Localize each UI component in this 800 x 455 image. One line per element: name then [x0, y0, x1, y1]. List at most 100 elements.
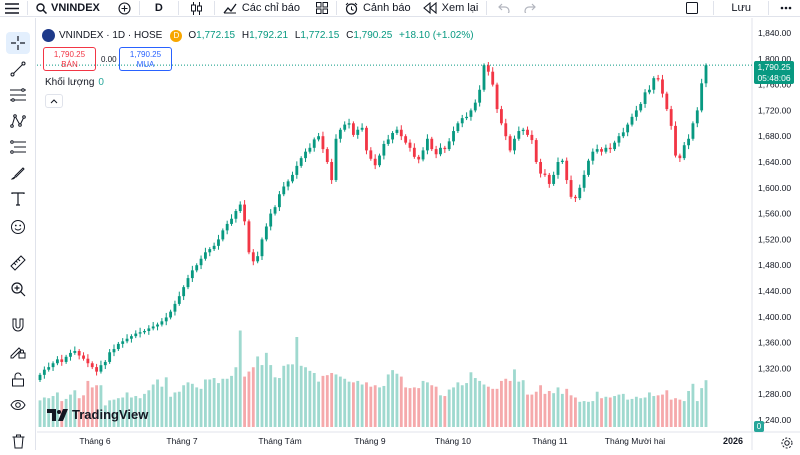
pattern-icon [10, 114, 26, 128]
fib-tool[interactable] [6, 136, 30, 158]
volume-bar [417, 388, 421, 427]
candle-body [613, 142, 617, 150]
volume-bar [521, 380, 525, 427]
chart-legend: VNINDEX · 1D · HOSE D O1,772.15 H1,792.2… [42, 29, 474, 42]
volume-bar [408, 388, 412, 427]
price-chart[interactable]: 1,840.00 1,800.00 1,760.00 1,720.00 1,680.00… [37, 18, 800, 450]
candle-body [617, 136, 621, 143]
lock-drawings-tool[interactable] [6, 340, 30, 362]
candle-body [369, 150, 373, 159]
candle-body [338, 129, 342, 139]
candle-body [404, 136, 408, 143]
candle-body [269, 213, 273, 227]
zoom-tool[interactable] [6, 278, 30, 300]
candle-body [230, 218, 233, 224]
text-tool[interactable] [6, 188, 30, 210]
more-button[interactable] [772, 0, 800, 17]
candle-body [547, 174, 551, 184]
candle-body [499, 109, 503, 124]
time-tick-label: Tháng Mười hai [605, 436, 666, 446]
pattern-tool[interactable] [6, 110, 30, 132]
volume-bar [678, 399, 682, 427]
volume-bar [42, 397, 46, 427]
buy-button[interactable]: 1,790.25 MUA [119, 47, 172, 71]
volume-bar [182, 385, 186, 427]
layout-select-button[interactable] [674, 0, 710, 17]
volume-bar [260, 365, 264, 427]
magnet-tool[interactable] [6, 314, 30, 336]
indicators-label: Các chỉ báo [241, 2, 300, 14]
ruler-icon [10, 255, 26, 271]
brush-tool[interactable] [6, 162, 30, 184]
volume-bar [325, 375, 329, 427]
tradingview-logo[interactable]: TradingView [47, 407, 148, 422]
candle-body [378, 155, 381, 166]
volume-bar [430, 385, 434, 427]
volume-bar [286, 364, 290, 427]
volume-bar [513, 369, 516, 427]
trend-line-tool[interactable] [6, 58, 30, 80]
volume-legend[interactable]: Khối lượng 0 [45, 77, 104, 88]
lock-tool[interactable] [6, 368, 30, 390]
remove-tool[interactable] [6, 430, 30, 452]
candle-body [508, 136, 512, 151]
symbol-description[interactable]: VNINDEX · 1D · HOSE [59, 30, 163, 41]
menu-button[interactable] [0, 0, 24, 17]
chart-settings-button[interactable] [780, 436, 794, 450]
last-price-tag: 1,790.25 05:48:06 [754, 61, 794, 84]
replay-button[interactable]: Xem lại [418, 0, 484, 17]
volume-bar [386, 374, 390, 427]
candle-body [386, 139, 390, 144]
candle-body [177, 296, 181, 304]
candle-body [704, 65, 708, 84]
zoom-in-icon [10, 281, 25, 296]
redo-button[interactable] [518, 0, 542, 17]
candle-body [42, 369, 46, 375]
candle-body [356, 129, 360, 135]
candle-body [543, 173, 547, 175]
compare-symbol-button[interactable] [113, 0, 136, 17]
interval-button[interactable]: D [154, 2, 163, 14]
price-tick-label: 1,560.00 [758, 209, 791, 219]
collapse-legend-button[interactable] [45, 94, 63, 108]
volume-bar [116, 398, 120, 427]
emoji-tool[interactable] [6, 216, 30, 238]
candle-body [513, 138, 516, 151]
symbol-search-button[interactable]: VNINDEX [31, 0, 105, 17]
candle-body [195, 265, 199, 271]
candle-body [425, 138, 429, 151]
candle-body [534, 140, 538, 162]
alerts-button[interactable]: Cảnh báo [340, 0, 416, 17]
volume-bar [452, 387, 455, 427]
candle-body [143, 330, 146, 333]
volume-bar [47, 398, 51, 427]
indicators-icon [223, 3, 237, 14]
undo-button[interactable] [490, 0, 518, 17]
candle-body [103, 361, 107, 366]
volume-bar [173, 392, 177, 427]
candle-body [134, 333, 138, 337]
volume-bar [491, 388, 495, 427]
chart-type-button[interactable] [182, 0, 211, 17]
volume-bar [195, 387, 199, 427]
price-tick-label: 1,600.00 [758, 183, 791, 193]
hide-tool[interactable] [6, 394, 30, 416]
candle-body [430, 138, 434, 150]
save-button[interactable]: Lưu [731, 2, 751, 14]
sell-button[interactable]: 1,790.25 BÁN [43, 47, 96, 71]
candle-body [295, 165, 299, 175]
candle-body [308, 147, 312, 152]
candle-body [669, 109, 673, 126]
candle-body [312, 139, 316, 148]
crosshair-tool[interactable] [6, 32, 30, 54]
measure-tool[interactable] [6, 252, 30, 274]
volume-bar [395, 373, 399, 427]
volume-value: 0 [98, 77, 104, 88]
time-tick-label: Tháng 11 [532, 436, 568, 446]
candle-body [569, 180, 573, 197]
horizontal-lines-tool[interactable] [6, 84, 30, 106]
layouts-button[interactable] [311, 0, 333, 17]
volume-bar [508, 380, 512, 427]
indicators-button[interactable]: Các chỉ báo [218, 0, 305, 17]
replay-label: Xem lại [441, 2, 479, 14]
